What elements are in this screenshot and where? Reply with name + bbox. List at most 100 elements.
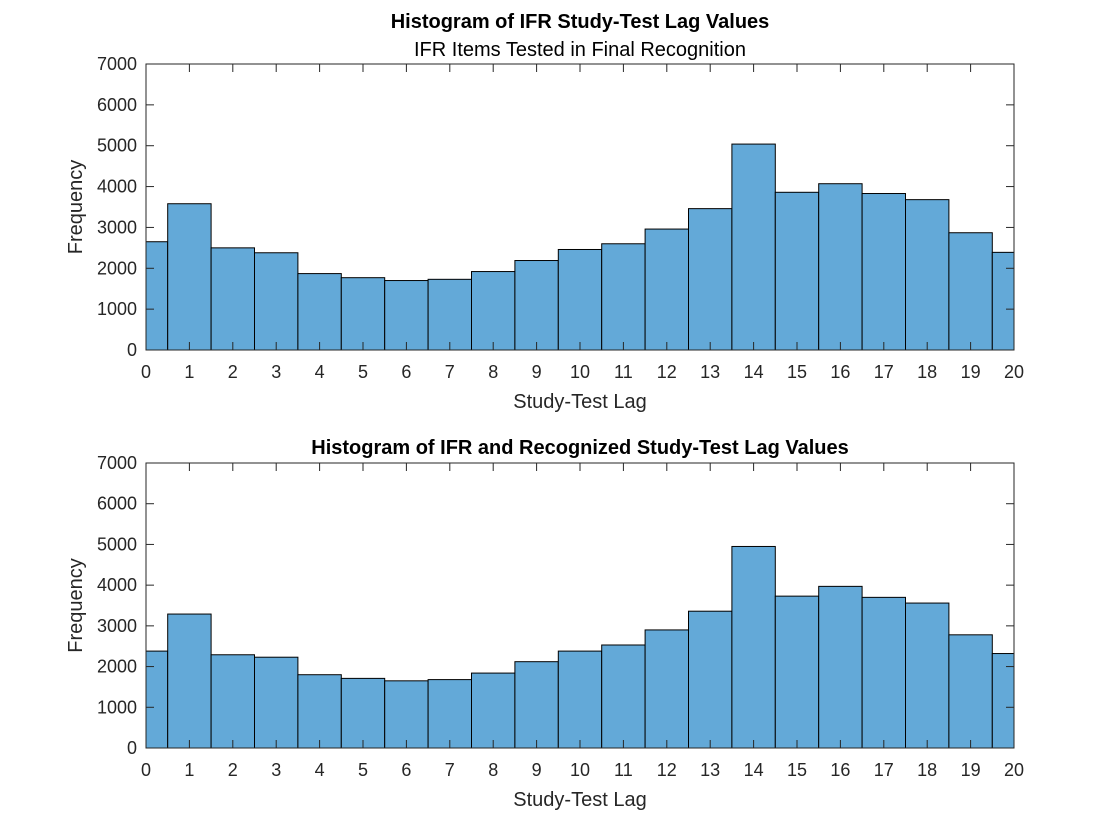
x-tick-label: 10 <box>570 362 590 382</box>
histogram-bar <box>601 243 646 351</box>
y-tick-label: 3000 <box>97 217 137 237</box>
y-axis-label: Frequency <box>65 558 87 653</box>
x-tick-label: 14 <box>744 362 764 382</box>
x-tick-label: 2 <box>228 362 238 382</box>
chart-subtitle: IFR Items Tested in Final Recognition <box>414 39 746 61</box>
chart-title: Histogram of IFR and Recognized Study-Te… <box>311 437 848 459</box>
histogram-bar <box>905 602 950 749</box>
x-axis-label: Study-Test Lag <box>513 391 646 413</box>
histogram-bar <box>145 241 169 351</box>
x-tick-label: 11 <box>614 362 633 382</box>
y-tick-label: 7000 <box>97 453 137 473</box>
histogram-bar <box>818 183 863 351</box>
x-tick-label: 13 <box>700 760 720 780</box>
histogram-bar <box>145 650 169 749</box>
histogram-bar <box>427 278 473 351</box>
x-tick-label: 18 <box>917 760 937 780</box>
x-tick-label: 3 <box>271 362 281 382</box>
x-axis-label: Study-Test Lag <box>513 789 646 811</box>
x-tick-label: 17 <box>874 362 894 382</box>
y-tick-label: 6000 <box>97 494 137 514</box>
histogram-bar <box>644 228 689 351</box>
histogram-bar <box>167 613 212 749</box>
histogram-bar <box>731 545 776 749</box>
x-tick-label: 13 <box>700 362 720 382</box>
histogram-bar <box>427 679 473 749</box>
x-tick-label: 1 <box>184 362 194 382</box>
y-tick-label: 2000 <box>97 258 137 278</box>
histogram-bar <box>688 610 733 749</box>
histogram-bar <box>254 252 299 351</box>
x-tick-label: 12 <box>657 760 677 780</box>
x-tick-label: 11 <box>614 760 633 780</box>
chart-title: Histogram of IFR Study-Test Lag Values <box>391 11 770 33</box>
x-tick-label: 7 <box>445 362 455 382</box>
x-tick-label: 6 <box>401 362 411 382</box>
x-tick-label: 20 <box>1004 760 1024 780</box>
x-tick-label: 0 <box>141 362 151 382</box>
x-tick-label: 14 <box>744 760 764 780</box>
histogram-bar <box>297 273 342 351</box>
histogram-bar <box>514 661 559 749</box>
histogram-bar <box>601 644 646 749</box>
y-tick-label: 0 <box>127 738 137 758</box>
x-tick-label: 8 <box>488 760 498 780</box>
histogram-bar <box>340 677 386 749</box>
x-tick-label: 18 <box>917 362 937 382</box>
x-tick-label: 19 <box>961 362 981 382</box>
histogram-bar <box>991 653 1015 749</box>
histogram-bar <box>384 280 429 351</box>
histogram-bar <box>167 203 212 351</box>
histogram-bar <box>557 248 603 351</box>
x-tick-label: 5 <box>358 362 368 382</box>
y-tick-label: 1000 <box>97 299 137 319</box>
x-tick-label: 9 <box>532 362 542 382</box>
x-tick-label: 6 <box>401 760 411 780</box>
histogram-bar <box>297 674 342 749</box>
histogram-bar <box>471 271 516 351</box>
y-axis-label: Frequency <box>65 160 87 255</box>
histogram-bar <box>861 193 906 351</box>
x-tick-label: 17 <box>874 760 894 780</box>
histogram-bar <box>905 199 950 351</box>
histogram-bar <box>644 629 689 749</box>
y-tick-label: 4000 <box>97 575 137 595</box>
x-tick-label: 4 <box>315 760 325 780</box>
histogram-bar <box>991 251 1015 351</box>
y-tick-label: 7000 <box>97 54 137 74</box>
histogram-bar <box>340 277 386 351</box>
x-tick-label: 4 <box>315 362 325 382</box>
y-tick-label: 6000 <box>97 95 137 115</box>
x-tick-label: 15 <box>787 760 807 780</box>
x-tick-label: 5 <box>358 760 368 780</box>
y-tick-label: 3000 <box>97 616 137 636</box>
y-tick-label: 0 <box>127 340 137 360</box>
histogram-bar <box>557 650 603 749</box>
x-tick-label: 1 <box>184 760 194 780</box>
histogram-bar <box>774 191 820 351</box>
x-tick-label: 15 <box>787 362 807 382</box>
histogram-bar <box>731 143 776 351</box>
histogram-bar <box>384 680 429 749</box>
histogram-bar <box>514 260 559 351</box>
x-tick-label: 19 <box>961 760 981 780</box>
x-tick-label: 10 <box>570 760 590 780</box>
histogram-bar <box>210 247 256 351</box>
y-tick-label: 4000 <box>97 177 137 197</box>
x-tick-label: 3 <box>271 760 281 780</box>
x-tick-label: 20 <box>1004 362 1024 382</box>
histogram-bar <box>774 595 820 749</box>
x-tick-label: 0 <box>141 760 151 780</box>
histogram-bar <box>861 596 906 749</box>
histogram-bar <box>818 585 863 749</box>
x-tick-label: 16 <box>830 760 850 780</box>
y-tick-label: 5000 <box>97 534 137 554</box>
histogram-bar <box>471 672 516 749</box>
histogram-bar <box>254 656 299 749</box>
histogram-bar <box>948 232 993 351</box>
histogram-bar <box>688 208 733 351</box>
x-tick-label: 2 <box>228 760 238 780</box>
x-tick-label: 8 <box>488 362 498 382</box>
y-tick-label: 1000 <box>97 697 137 717</box>
